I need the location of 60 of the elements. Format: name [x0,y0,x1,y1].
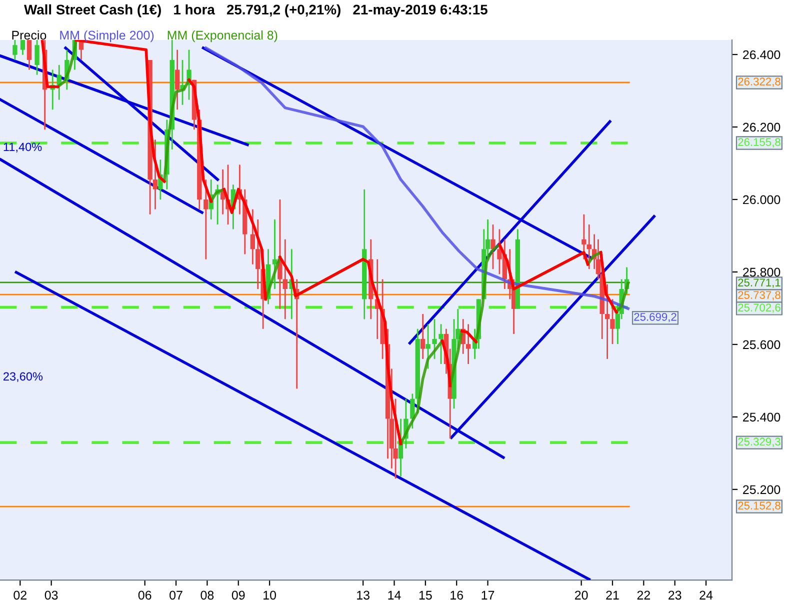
y-tick-label: 26.200 [743,122,780,132]
x-tick-label: 14 [388,590,401,600]
candlestick [432,318,437,360]
y-tick-label: 25.400 [743,412,780,422]
y-tick-label: 26.000 [743,195,780,204]
x-tick-label: 06 [138,590,152,600]
candlestick [410,393,415,430]
ref-line-label: 26.155,8 [738,138,780,148]
candlestick [204,178,208,260]
candlestick [34,40,40,76]
annotation: 11,40% [4,142,42,152]
chart-title: Wall Street Cash (1€) 1 hora 25.791,2 (+0,21%) 21-may-2019 6:43:15 [24,4,488,18]
candlestick [152,138,158,210]
ref-line-label: 25.737,8 [738,291,780,300]
y-tick-label: 25.800 [743,268,780,277]
text: MM (Exponencial 8) [168,30,278,42]
ref-line-label: 25.771,1 [738,278,780,288]
data-label: 25.699,2 [634,312,676,322]
candlestick [26,40,32,70]
candlestick [250,208,255,266]
y-tick-label: 25.600 [743,340,780,350]
candlestick [466,323,471,365]
text: MM (Simple 200) [60,30,154,42]
x-tick-label: 23 [668,590,682,600]
candlestick [610,298,615,345]
x-tick-label: 09 [232,590,245,600]
y-tick-label: 25.200 [743,485,780,494]
x-tick-label: 02 [14,590,26,600]
candlestick [438,323,444,365]
x-tick-label: 17 [482,590,494,600]
candlestick [420,313,426,360]
candlestick [174,49,180,110]
candlestick [256,218,260,290]
x-tick-label: 15 [419,590,432,600]
ref-line-label: 25.152,8 [738,502,780,511]
annotation: 23,60% [4,372,43,382]
ref-line-label: 26.322,8 [738,78,780,87]
candlestick [12,40,18,61]
candlestick [20,40,26,56]
x-tick-label: 16 [450,590,464,600]
x-tick-label: 03 [44,590,58,600]
series-label: Precio [12,30,46,40]
x-tick-label: 24 [700,590,713,600]
candlestick [582,214,586,260]
x-tick-label: 10 [264,590,276,600]
candlestick [426,323,430,370]
x-tick-label: 13 [357,590,370,600]
ref-line-label: 25.702,6 [738,304,780,313]
candlestick [586,224,592,270]
candlestick [604,284,610,360]
line-series [204,46,630,310]
y-tick-label: 26.400 [743,50,780,60]
x-tick-label: 07 [170,590,182,600]
ref-line-label: 25.329,3 [738,438,780,447]
candlestick [490,224,496,270]
x-tick-label: 22 [637,590,650,600]
candlestick [282,238,288,320]
x-tick-label: 21 [606,590,619,600]
x-tick-label: 08 [200,590,214,600]
x-tick-label: 20 [574,590,588,600]
